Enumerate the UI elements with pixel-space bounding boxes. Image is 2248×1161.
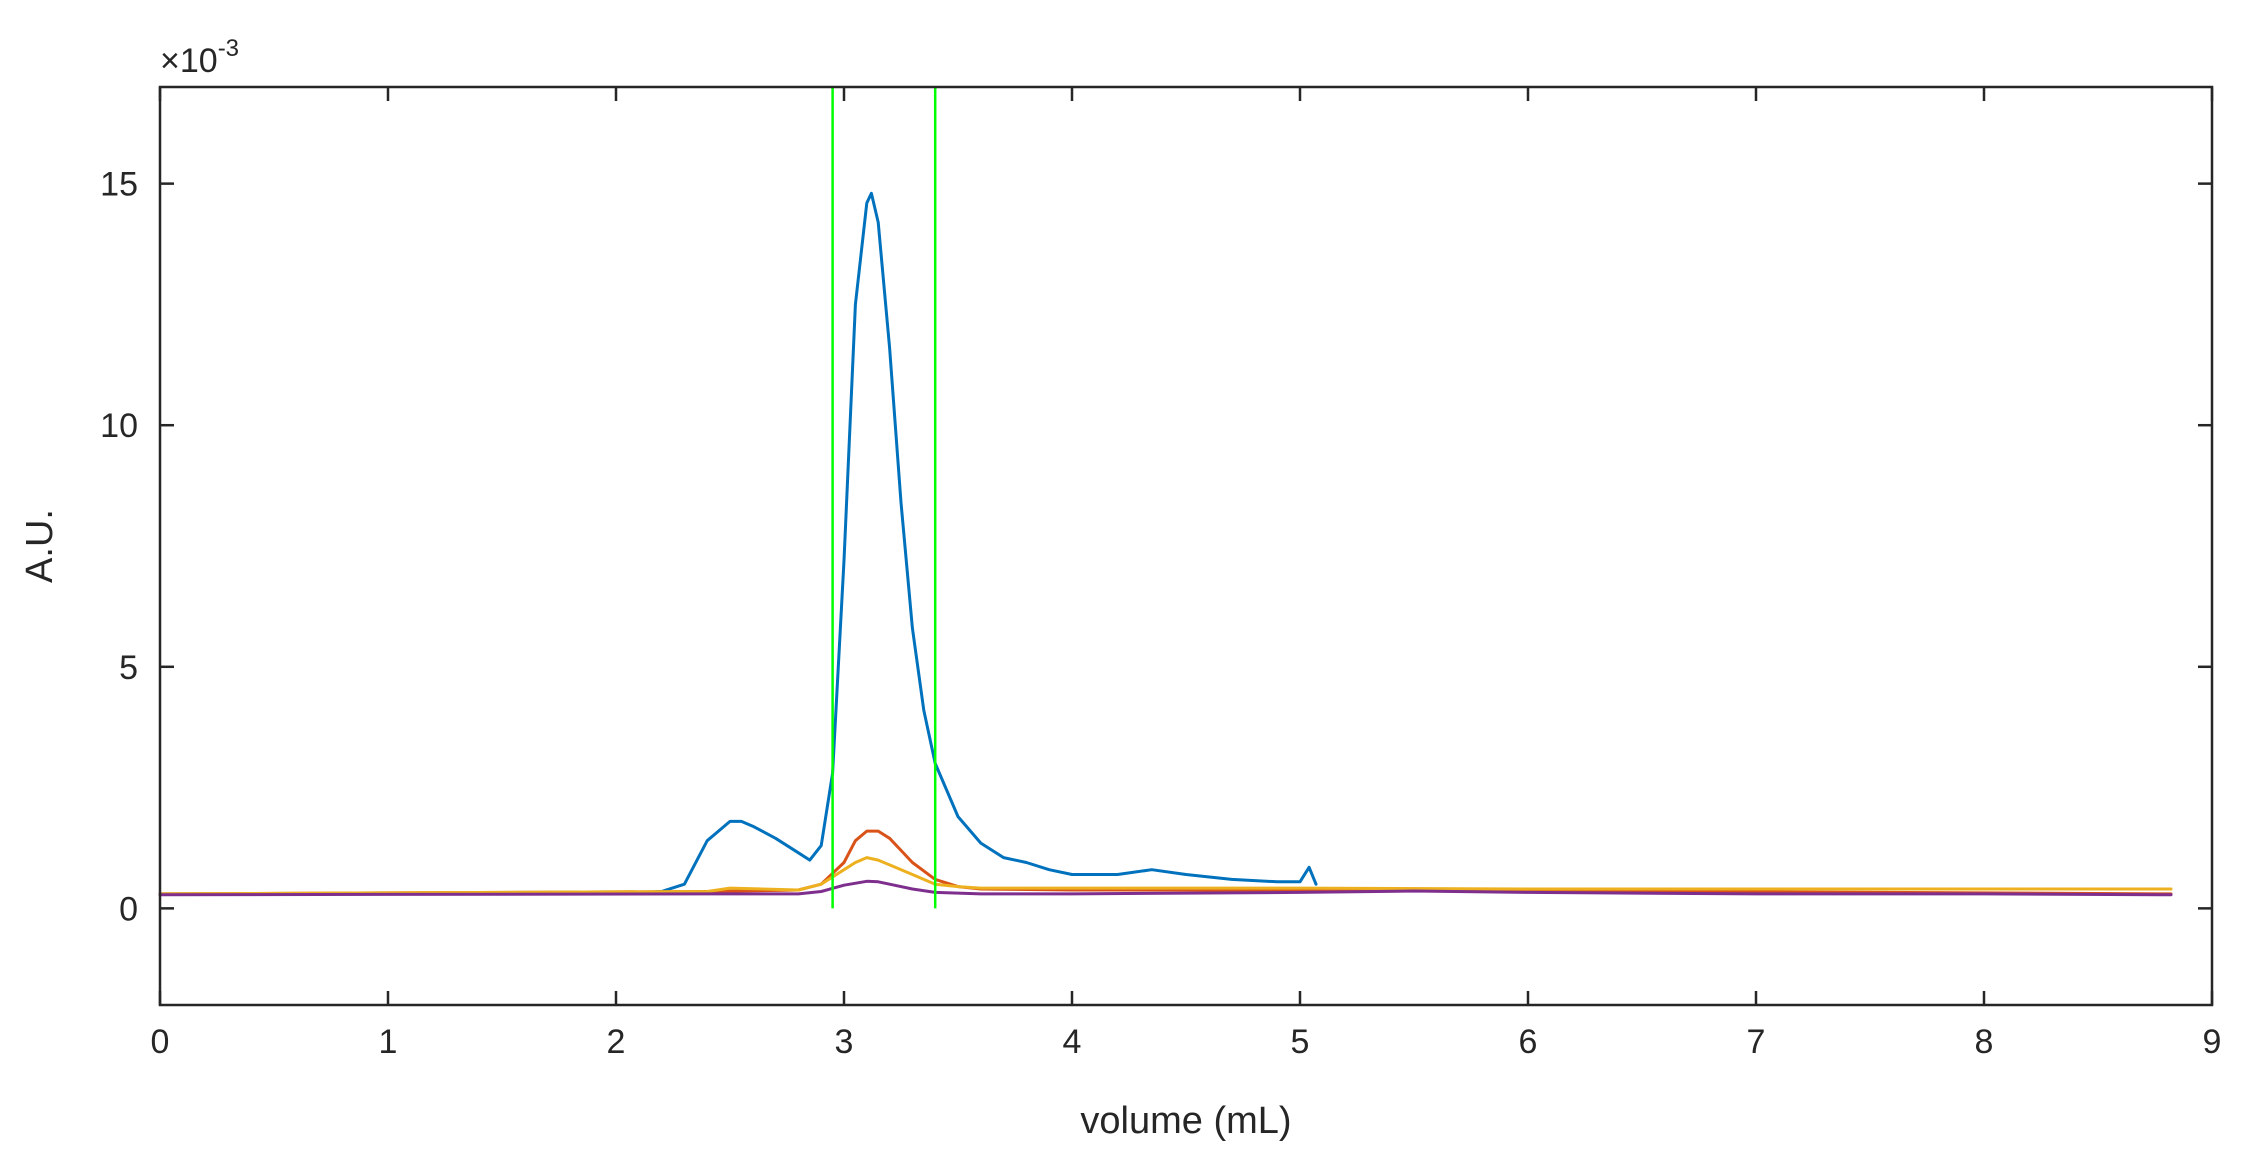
series-line-1	[158, 191, 1318, 896]
y-axis-label: A.U.	[19, 509, 61, 583]
x-tick-label: 4	[1063, 1023, 1082, 1061]
y-scale-base: ×10	[160, 42, 218, 80]
y-tick-label: 0	[119, 890, 138, 928]
x-tick-label: 2	[607, 1023, 626, 1061]
tick-label-layer: 0 1 2 3 4 5 6 7 8 9 0 5 10 15	[100, 166, 2221, 1061]
y-tick-label: 10	[100, 407, 138, 445]
plot-area	[158, 87, 2173, 909]
y-scale-exponent: -3	[218, 35, 239, 62]
x-tick-label: 5	[1291, 1023, 1310, 1061]
plot-frame	[158, 85, 2214, 1007]
x-axis-label: volume (mL)	[1080, 1100, 1291, 1142]
x-tick-label: 1	[379, 1023, 398, 1061]
x-tick-label: 0	[151, 1023, 170, 1061]
x-tick-label: 7	[1747, 1023, 1766, 1061]
x-tick-label: 6	[1519, 1023, 1538, 1061]
series-layer	[158, 191, 2173, 897]
tick-layer	[158, 87, 2214, 1005]
x-tick-label: 8	[1975, 1023, 1994, 1061]
marker-layer	[831, 87, 937, 909]
series-line-4	[158, 879, 2173, 897]
series-line-3	[158, 856, 2173, 896]
y-scale-exponent-label: ×10-3	[160, 35, 239, 80]
x-tick-label: 9	[2203, 1023, 2222, 1061]
y-tick-label: 5	[119, 649, 138, 687]
y-tick-label: 15	[100, 166, 138, 204]
x-tick-label: 3	[835, 1023, 854, 1061]
